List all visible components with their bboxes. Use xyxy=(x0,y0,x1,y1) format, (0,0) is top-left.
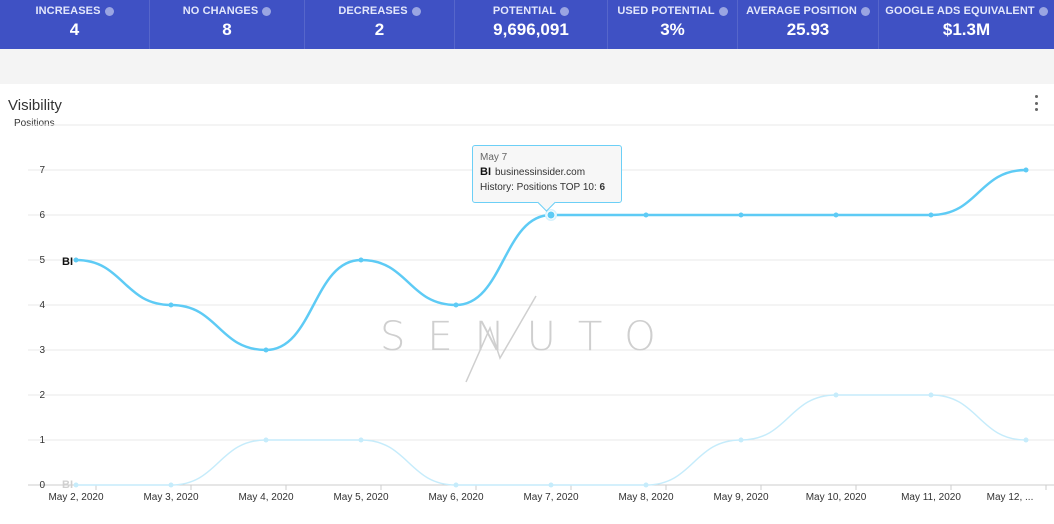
more-vertical-icon[interactable] xyxy=(1030,95,1042,111)
stat-potential[interactable]: POTENTIAL 9,696,091 xyxy=(455,0,608,49)
spacer-band xyxy=(0,49,1054,84)
stat-label-text: POTENTIAL xyxy=(492,5,557,17)
menu-dot xyxy=(1034,101,1038,105)
series-line-main xyxy=(75,168,1027,352)
tooltip-domain-row: BI businessinsider.com xyxy=(480,166,614,178)
y-tick-label: 6 xyxy=(39,210,45,221)
series-label: BI xyxy=(62,256,73,268)
stat-label-text: NO CHANGES xyxy=(182,5,259,17)
stat-label: POTENTIAL xyxy=(492,5,570,17)
y-tick-label: 0 xyxy=(39,480,45,491)
x-tick-label: May 7, 2020 xyxy=(523,492,578,503)
data-point xyxy=(1023,167,1029,173)
data-point-faded xyxy=(738,437,744,443)
data-point-faded xyxy=(1023,437,1029,443)
panel-title: Visibility xyxy=(8,97,62,114)
data-point-faded xyxy=(833,392,839,398)
x-tick-label: May 9, 2020 xyxy=(713,492,768,503)
stat-value: 25.93 xyxy=(786,20,830,39)
tooltip-history: History: Positions TOP 10: 6 xyxy=(480,182,614,193)
y-axis-label: Positions xyxy=(14,118,55,129)
tooltip-date: May 7 xyxy=(480,152,508,163)
x-tick-label: May 4, 2020 xyxy=(238,492,293,503)
data-point-faded xyxy=(453,482,459,488)
data-point xyxy=(643,212,649,218)
stats-bar: INCREASES 4 NO CHANGES 8 DECREASES 2 POT… xyxy=(0,0,1054,49)
stat-google-ads-equivalent[interactable]: GOOGLE ADS EQUIVALENT $1.3M xyxy=(879,0,1054,49)
stat-value: 3% xyxy=(660,20,685,39)
series-label: BI xyxy=(62,479,73,491)
info-icon[interactable] xyxy=(718,6,728,16)
watermark-logo-stroke xyxy=(465,295,537,383)
data-point xyxy=(738,212,744,218)
info-icon[interactable] xyxy=(1038,6,1048,16)
x-tick-label: May 10, 2020 xyxy=(806,492,867,503)
data-point-faded xyxy=(643,482,649,488)
stat-label: GOOGLE ADS EQUIVALENT xyxy=(885,5,1048,17)
stat-label: INCREASES xyxy=(35,5,114,17)
stat-value: 9,696,091 xyxy=(493,20,569,39)
info-icon[interactable] xyxy=(860,6,870,16)
data-point xyxy=(453,302,459,308)
chart-tooltip: May 7 BI businessinsider.com History: Po… xyxy=(472,145,622,203)
stat-label-text: INCREASES xyxy=(35,5,101,17)
stat-average-position[interactable]: AVERAGE POSITION 25.93 xyxy=(738,0,879,49)
info-icon[interactable] xyxy=(104,6,114,16)
y-tick-label: 3 xyxy=(39,345,45,356)
data-point-faded xyxy=(168,482,174,488)
stat-value: 2 xyxy=(374,20,385,39)
data-point xyxy=(928,212,934,218)
stat-label: AVERAGE POSITION xyxy=(746,5,870,17)
info-icon[interactable] xyxy=(262,6,272,16)
x-tick-label: May 8, 2020 xyxy=(618,492,673,503)
data-point xyxy=(263,347,269,353)
x-tick-label: May 5, 2020 xyxy=(333,492,388,503)
data-point-faded xyxy=(73,482,79,488)
data-point xyxy=(168,302,174,308)
menu-dot xyxy=(1034,108,1038,111)
stat-value: 8 xyxy=(222,20,232,39)
y-tick-label: 4 xyxy=(39,300,45,311)
info-icon[interactable] xyxy=(560,6,570,16)
stat-label-text: GOOGLE ADS EQUIVALENT xyxy=(885,5,1035,17)
x-tick-label: May 2, 2020 xyxy=(48,492,103,503)
data-point-faded xyxy=(928,392,934,398)
data-point xyxy=(833,212,839,218)
y-tick-label: 1 xyxy=(39,435,45,446)
stat-label: NO CHANGES xyxy=(183,5,272,17)
tooltip-history-label: History: Positions TOP 10: xyxy=(480,182,597,193)
stat-used-potential[interactable]: USED POTENTIAL 3% xyxy=(608,0,738,49)
x-tick-label: May 3, 2020 xyxy=(143,492,198,503)
y-tick-label: 7 xyxy=(39,165,45,176)
y-tick-label: 2 xyxy=(39,390,45,401)
y-tick-label: 5 xyxy=(39,255,45,266)
senuto-watermark: SENUTO xyxy=(380,314,678,360)
menu-dot xyxy=(1034,95,1038,98)
stat-label-text: AVERAGE POSITION xyxy=(746,5,857,17)
stat-label-text: USED POTENTIAL xyxy=(617,5,715,17)
data-point-faded xyxy=(358,437,364,443)
x-tick-label: May 11, 2020 xyxy=(901,492,961,503)
stat-label: DECREASES xyxy=(338,5,421,17)
stat-label-text: DECREASES xyxy=(338,5,408,17)
x-tick-label: May 12, ... xyxy=(987,492,1034,503)
data-point-faded xyxy=(263,437,269,443)
tooltip-history-value: 6 xyxy=(599,182,606,193)
stat-value: 4 xyxy=(69,20,80,39)
stat-decreases[interactable]: DECREASES 2 xyxy=(305,0,455,49)
data-point xyxy=(358,257,364,263)
stat-no-changes[interactable]: NO CHANGES 8 xyxy=(150,0,305,49)
tooltip-domain: businessinsider.com xyxy=(495,167,586,178)
highlighted-data-point xyxy=(546,210,556,220)
data-point-faded xyxy=(548,482,554,488)
x-tick-label: May 6, 2020 xyxy=(428,492,483,503)
stat-increases[interactable]: INCREASES 4 xyxy=(0,0,150,49)
stat-label: USED POTENTIAL xyxy=(617,5,728,17)
tooltip-badge: BI xyxy=(480,166,491,178)
info-icon[interactable] xyxy=(411,6,421,16)
stat-value: $1.3M xyxy=(942,20,991,39)
data-point xyxy=(73,257,79,263)
